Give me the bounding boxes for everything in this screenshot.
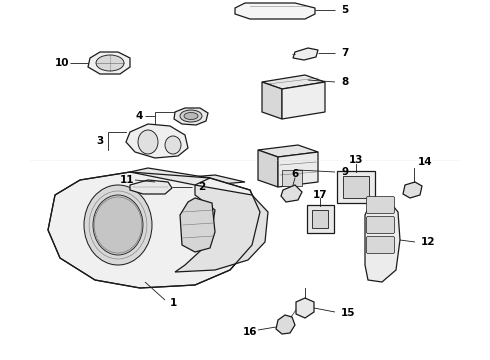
FancyBboxPatch shape xyxy=(367,216,394,234)
FancyBboxPatch shape xyxy=(312,210,328,228)
Ellipse shape xyxy=(84,185,152,265)
Ellipse shape xyxy=(96,55,124,71)
FancyBboxPatch shape xyxy=(282,170,302,186)
Polygon shape xyxy=(130,180,172,194)
Text: 6: 6 xyxy=(292,169,298,179)
Ellipse shape xyxy=(184,112,198,120)
Text: 16: 16 xyxy=(243,327,257,337)
Ellipse shape xyxy=(180,110,202,122)
Text: 4: 4 xyxy=(135,111,143,121)
Text: 11: 11 xyxy=(120,175,134,185)
Polygon shape xyxy=(48,172,260,288)
Polygon shape xyxy=(262,75,325,89)
Polygon shape xyxy=(278,152,318,187)
Polygon shape xyxy=(88,52,130,74)
Polygon shape xyxy=(155,175,245,187)
Text: 5: 5 xyxy=(341,5,348,15)
Polygon shape xyxy=(296,298,314,318)
Polygon shape xyxy=(258,145,318,157)
FancyBboxPatch shape xyxy=(337,171,375,203)
Polygon shape xyxy=(403,182,422,198)
FancyBboxPatch shape xyxy=(307,205,334,233)
Polygon shape xyxy=(293,48,318,60)
Ellipse shape xyxy=(165,136,181,154)
Text: 10: 10 xyxy=(55,58,69,68)
Polygon shape xyxy=(235,3,315,19)
Text: 7: 7 xyxy=(341,48,348,58)
Text: 1: 1 xyxy=(170,298,177,308)
Text: 9: 9 xyxy=(341,167,348,177)
Ellipse shape xyxy=(93,195,143,255)
Ellipse shape xyxy=(138,130,158,154)
Text: 8: 8 xyxy=(341,77,348,87)
Polygon shape xyxy=(126,124,188,158)
Polygon shape xyxy=(281,185,302,202)
FancyBboxPatch shape xyxy=(343,176,369,198)
Polygon shape xyxy=(174,108,208,125)
Text: 17: 17 xyxy=(313,190,327,200)
Text: 15: 15 xyxy=(341,308,356,318)
Polygon shape xyxy=(282,82,325,119)
Text: 3: 3 xyxy=(97,136,103,146)
Text: 2: 2 xyxy=(198,182,205,192)
Text: 12: 12 xyxy=(421,237,436,247)
FancyBboxPatch shape xyxy=(367,197,394,213)
FancyBboxPatch shape xyxy=(367,237,394,253)
Polygon shape xyxy=(180,198,215,252)
Polygon shape xyxy=(175,185,268,272)
Polygon shape xyxy=(258,150,278,187)
Polygon shape xyxy=(365,200,400,282)
Text: 14: 14 xyxy=(418,157,433,167)
Polygon shape xyxy=(130,168,210,185)
Text: 13: 13 xyxy=(349,155,363,165)
Polygon shape xyxy=(262,82,282,119)
Polygon shape xyxy=(276,315,295,334)
